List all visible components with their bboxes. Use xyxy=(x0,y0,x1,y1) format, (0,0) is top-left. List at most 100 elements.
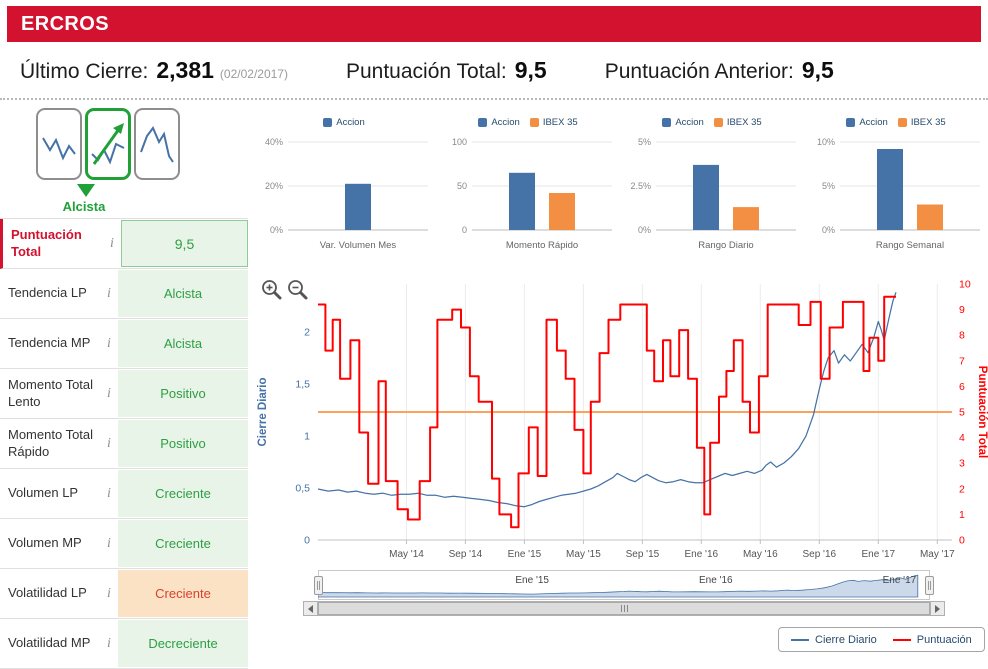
indicator-row: Momento Total Lento i Positivo xyxy=(0,369,248,419)
svg-text:5: 5 xyxy=(959,407,965,419)
chart-scrollbar[interactable] xyxy=(303,601,945,616)
info-icon[interactable]: i xyxy=(107,285,111,301)
svg-text:100: 100 xyxy=(452,137,467,147)
indicator-label: Puntuación Total xyxy=(11,227,82,259)
previous-score-label: Puntuación Anterior: xyxy=(604,59,794,83)
indicator-label: Tendencia LP xyxy=(8,285,87,301)
scrollbar-track[interactable] xyxy=(318,601,930,616)
indicator-row: Volatilidad MP i Decreciente xyxy=(0,619,248,669)
svg-text:May '15: May '15 xyxy=(566,549,601,560)
legend-swatch-icon xyxy=(323,117,333,127)
indicator-value: Creciente xyxy=(118,520,248,567)
svg-text:Ene '16: Ene '16 xyxy=(699,575,733,586)
trend-label: Alcista xyxy=(62,199,106,214)
indicator-label: Tendencia MP xyxy=(8,335,91,351)
navigator-svg: Ene '15 Ene '16 Ene '17 xyxy=(317,570,930,600)
bar xyxy=(345,183,371,230)
zoom-in-button[interactable] xyxy=(260,278,284,302)
indicator-value: Alcista xyxy=(118,320,248,367)
magnifier-minus-icon xyxy=(288,280,308,300)
svg-text:1: 1 xyxy=(959,509,965,521)
svg-text:7: 7 xyxy=(959,355,965,367)
main-chart: May '14 Sep '14 Ene '15 May '15 Sep '15 Ene '… xyxy=(252,266,988,566)
mini-chart: Accion IBEX 35 0% 2.5% 5% Rango Diario xyxy=(620,110,804,261)
mini-chart-title: Var. Volumen Mes xyxy=(320,240,397,251)
trend-chart-icon-1[interactable] xyxy=(36,108,82,180)
info-icon[interactable]: i xyxy=(107,635,111,651)
svg-text:May '14: May '14 xyxy=(389,549,424,560)
total-score: Puntuación Total: 9,5 xyxy=(346,57,547,84)
mini-chart-title: Rango Diario xyxy=(698,240,753,251)
info-icon[interactable]: i xyxy=(107,585,111,601)
uptrend-arrow-icon xyxy=(91,123,125,165)
info-icon[interactable]: i xyxy=(107,335,111,351)
mini-chart-legend: Accion IBEX 35 xyxy=(620,110,804,134)
mini-chart-title: Rango Semanal xyxy=(876,240,944,251)
svg-text:Ene '15: Ene '15 xyxy=(508,549,542,560)
navigator-plot: Ene '15 Ene '16 Ene '17 xyxy=(317,570,930,605)
svg-text:1,5: 1,5 xyxy=(295,378,310,390)
info-icon[interactable]: i xyxy=(107,385,111,401)
legend-item[interactable]: IBEX 35 xyxy=(529,117,578,128)
navigator-handle-right[interactable] xyxy=(925,576,934,595)
legend-item[interactable]: Accion xyxy=(323,117,365,128)
magnifier-plus-icon xyxy=(262,280,282,300)
scrollbar-right-arrow[interactable] xyxy=(930,601,945,616)
svg-text:6: 6 xyxy=(959,381,965,393)
scrollbar-left-arrow[interactable] xyxy=(303,601,318,616)
legend-item[interactable]: Puntuación xyxy=(892,634,972,646)
legend-swatch-icon xyxy=(662,117,672,127)
svg-text:May '17: May '17 xyxy=(920,549,955,560)
info-icon[interactable]: i xyxy=(107,435,111,451)
trend-chart-icon-3[interactable] xyxy=(134,108,180,180)
indicator-row: Volumen MP i Creciente xyxy=(0,519,248,569)
mini-chart-legend: Accion xyxy=(252,110,436,134)
svg-text:10: 10 xyxy=(959,279,971,291)
info-icon[interactable]: i xyxy=(110,235,114,251)
info-icon[interactable]: i xyxy=(107,535,111,551)
legend-item[interactable]: Accion xyxy=(662,117,704,128)
app-title: ERCROS xyxy=(21,12,109,35)
left-axis-title: Cierre Diario xyxy=(257,377,269,446)
svg-text:May '16: May '16 xyxy=(743,549,778,560)
left-triangle-icon xyxy=(308,604,313,613)
indicator-row: Puntuación Total i 9,5 xyxy=(0,219,248,269)
svg-text:5%: 5% xyxy=(638,137,651,147)
legend-item[interactable]: IBEX 35 xyxy=(897,117,946,128)
scrollbar-thumb[interactable] xyxy=(318,602,930,615)
legend-item[interactable]: Accion xyxy=(846,117,888,128)
last-close-date: (02/02/2017) xyxy=(219,66,288,81)
bar xyxy=(877,149,903,230)
legend-item[interactable]: Accion xyxy=(478,117,520,128)
indicator-row: Momento Total Rápido i Positivo xyxy=(0,419,248,469)
svg-text:0: 0 xyxy=(959,535,965,547)
mini-chart: Accion IBEX 35 0 50 100 Momento Rápido xyxy=(436,110,620,261)
mini-chart-svg: 0% 2.5% 5% Rango Diario xyxy=(630,137,796,251)
legend-swatch-icon xyxy=(713,117,723,127)
svg-text:2: 2 xyxy=(304,326,310,338)
range-navigator[interactable]: Ene '15 Ene '16 Ene '17 xyxy=(314,570,934,600)
svg-text:Sep '14: Sep '14 xyxy=(449,549,483,560)
legend-line-icon xyxy=(892,638,911,641)
info-icon[interactable]: i xyxy=(107,485,111,501)
series-cierre-diario xyxy=(317,292,897,508)
legend-line-icon xyxy=(791,638,809,641)
right-axis-title: Puntuación Total xyxy=(976,366,988,458)
mini-chart-legend: Accion IBEX 35 xyxy=(436,110,620,134)
svg-text:20%: 20% xyxy=(265,181,283,191)
svg-text:Sep '16: Sep '16 xyxy=(802,549,836,560)
svg-text:10%: 10% xyxy=(817,137,835,147)
indicator-label: Volatilidad MP xyxy=(8,635,91,651)
zoom-out-button[interactable] xyxy=(286,278,310,302)
legend-item[interactable]: IBEX 35 xyxy=(713,117,762,128)
mini-chart-svg: 0% 5% 10% Rango Semanal xyxy=(817,137,980,251)
legend-swatch-icon xyxy=(529,117,539,127)
indicator-value: Creciente xyxy=(118,470,248,517)
legend-item[interactable]: Cierre Diario xyxy=(791,634,877,646)
navigator-handle-left[interactable] xyxy=(314,576,323,595)
bar xyxy=(549,193,575,230)
legend-swatch-icon xyxy=(478,117,488,127)
svg-text:2.5%: 2.5% xyxy=(630,181,651,191)
trend-chart-icon-selected[interactable] xyxy=(85,108,131,180)
right-triangle-icon xyxy=(935,604,940,613)
